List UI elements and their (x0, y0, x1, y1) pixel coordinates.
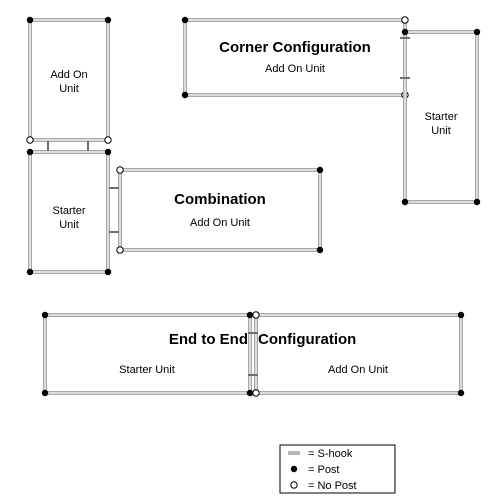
unit-label: Starter (424, 111, 457, 123)
unit-starter-mid-left: Starter Unit (27, 149, 111, 275)
legend-label: = No Post (308, 480, 357, 492)
post-icon (474, 199, 480, 205)
post-icon (317, 167, 323, 173)
post-icon (247, 312, 253, 318)
post-icon (182, 92, 188, 98)
unit-e2e-addon: Add On Unit (253, 312, 464, 396)
no-post-icon (253, 390, 259, 396)
post-icon (105, 269, 111, 275)
unit-label: Add On Unit (328, 364, 388, 376)
unit-label: Add On (50, 69, 87, 81)
no-post-icon (291, 482, 297, 488)
post-icon (182, 17, 188, 23)
unit-combo-addon: Combination Add On Unit (117, 167, 323, 253)
post-icon (458, 390, 464, 396)
post-icon (105, 17, 111, 23)
unit-label: Starter (52, 205, 85, 217)
unit-label: Unit (59, 219, 79, 231)
shelving-config-diagram: Add On Unit Starter Unit Combination Add On U… (0, 0, 500, 500)
post-icon (105, 149, 111, 155)
unit-label: Unit (431, 125, 451, 137)
section-title: Configuration (258, 331, 356, 348)
unit-label: Add On Unit (265, 63, 325, 75)
unit-label: Unit (59, 83, 79, 95)
post-icon (291, 466, 297, 472)
post-icon (42, 390, 48, 396)
unit-starter-right: Starter Unit (402, 29, 480, 205)
legend-label: = S-hook (308, 448, 353, 460)
unit-label: Add On Unit (190, 217, 250, 229)
post-icon (27, 17, 33, 23)
post-icon (27, 269, 33, 275)
legend: = S-hook = Post = No Post (280, 445, 395, 493)
post-icon (317, 247, 323, 253)
post-icon (27, 149, 33, 155)
no-post-icon (27, 137, 33, 143)
unit-addon-top-left: Add On Unit (27, 17, 111, 143)
section-title: End to End (169, 331, 248, 348)
no-post-icon (253, 312, 259, 318)
no-post-icon (105, 137, 111, 143)
shook-icon (109, 188, 119, 232)
no-post-icon (117, 167, 123, 173)
no-post-icon (402, 17, 408, 23)
shook-icon (48, 141, 88, 151)
post-icon (247, 390, 253, 396)
unit-e2e-starter: Starter Unit (42, 312, 253, 396)
post-icon (402, 199, 408, 205)
post-icon (474, 29, 480, 35)
unit-corner-addon: Corner Configuration Add On Unit (182, 17, 408, 98)
legend-label: = Post (308, 464, 340, 476)
no-post-icon (117, 247, 123, 253)
post-icon (458, 312, 464, 318)
unit-label: Combination (174, 191, 266, 208)
post-icon (402, 29, 408, 35)
post-icon (42, 312, 48, 318)
unit-label: Starter Unit (119, 364, 175, 376)
unit-label: Corner Configuration (219, 39, 371, 56)
